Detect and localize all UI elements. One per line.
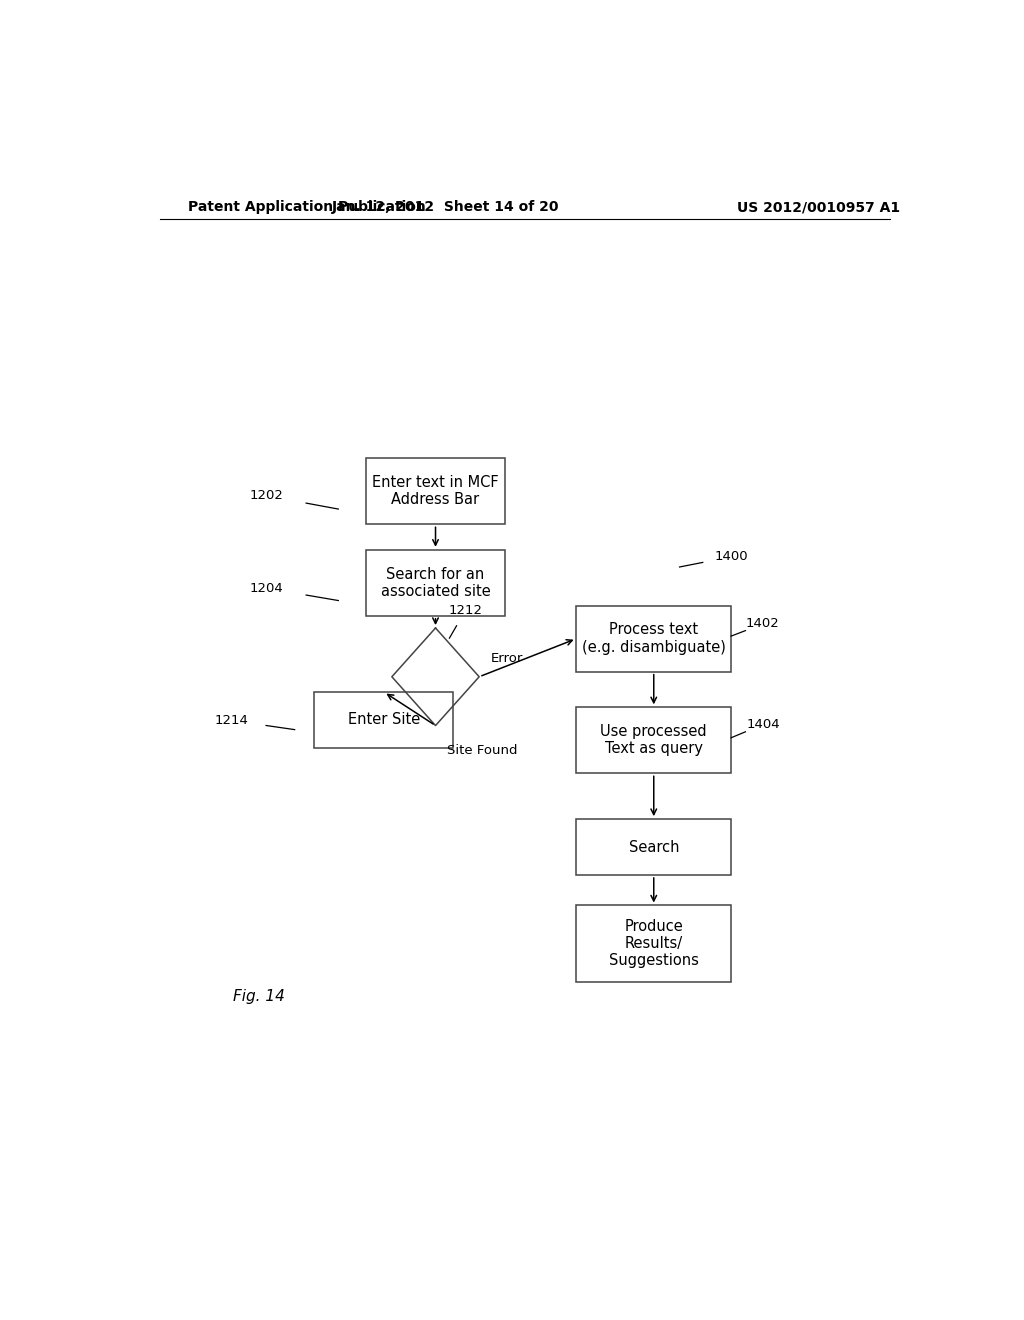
Bar: [577, 708, 731, 774]
Text: Error: Error: [492, 652, 523, 665]
Text: 1402: 1402: [746, 618, 779, 631]
Text: US 2012/0010957 A1: US 2012/0010957 A1: [737, 201, 900, 214]
Text: 1204: 1204: [250, 582, 284, 595]
Text: Fig. 14: Fig. 14: [233, 990, 285, 1005]
Text: 1404: 1404: [746, 718, 779, 731]
Bar: [367, 549, 505, 615]
Text: 1202: 1202: [250, 490, 284, 503]
Bar: [314, 692, 454, 748]
Text: 1214: 1214: [214, 714, 248, 727]
Text: Jan. 12, 2012  Sheet 14 of 20: Jan. 12, 2012 Sheet 14 of 20: [332, 201, 559, 214]
Text: Enter text in MCF
Address Bar: Enter text in MCF Address Bar: [372, 475, 499, 507]
Polygon shape: [392, 628, 479, 726]
Text: Site Found: Site Found: [447, 744, 518, 756]
Text: Search: Search: [629, 840, 679, 854]
Text: Use processed
Text as query: Use processed Text as query: [600, 725, 708, 756]
Text: 1400: 1400: [715, 550, 748, 564]
Bar: [577, 906, 731, 982]
Text: Patent Application Publication: Patent Application Publication: [187, 201, 425, 214]
Text: Process text
(e.g. disambiguate): Process text (e.g. disambiguate): [582, 623, 726, 655]
Bar: [367, 458, 505, 524]
Text: Search for an
associated site: Search for an associated site: [381, 566, 490, 599]
Text: 1212: 1212: [449, 605, 482, 618]
Bar: [577, 606, 731, 672]
Text: Enter Site: Enter Site: [348, 713, 420, 727]
Text: Produce
Results/
Suggestions: Produce Results/ Suggestions: [609, 919, 698, 969]
Bar: [577, 818, 731, 875]
